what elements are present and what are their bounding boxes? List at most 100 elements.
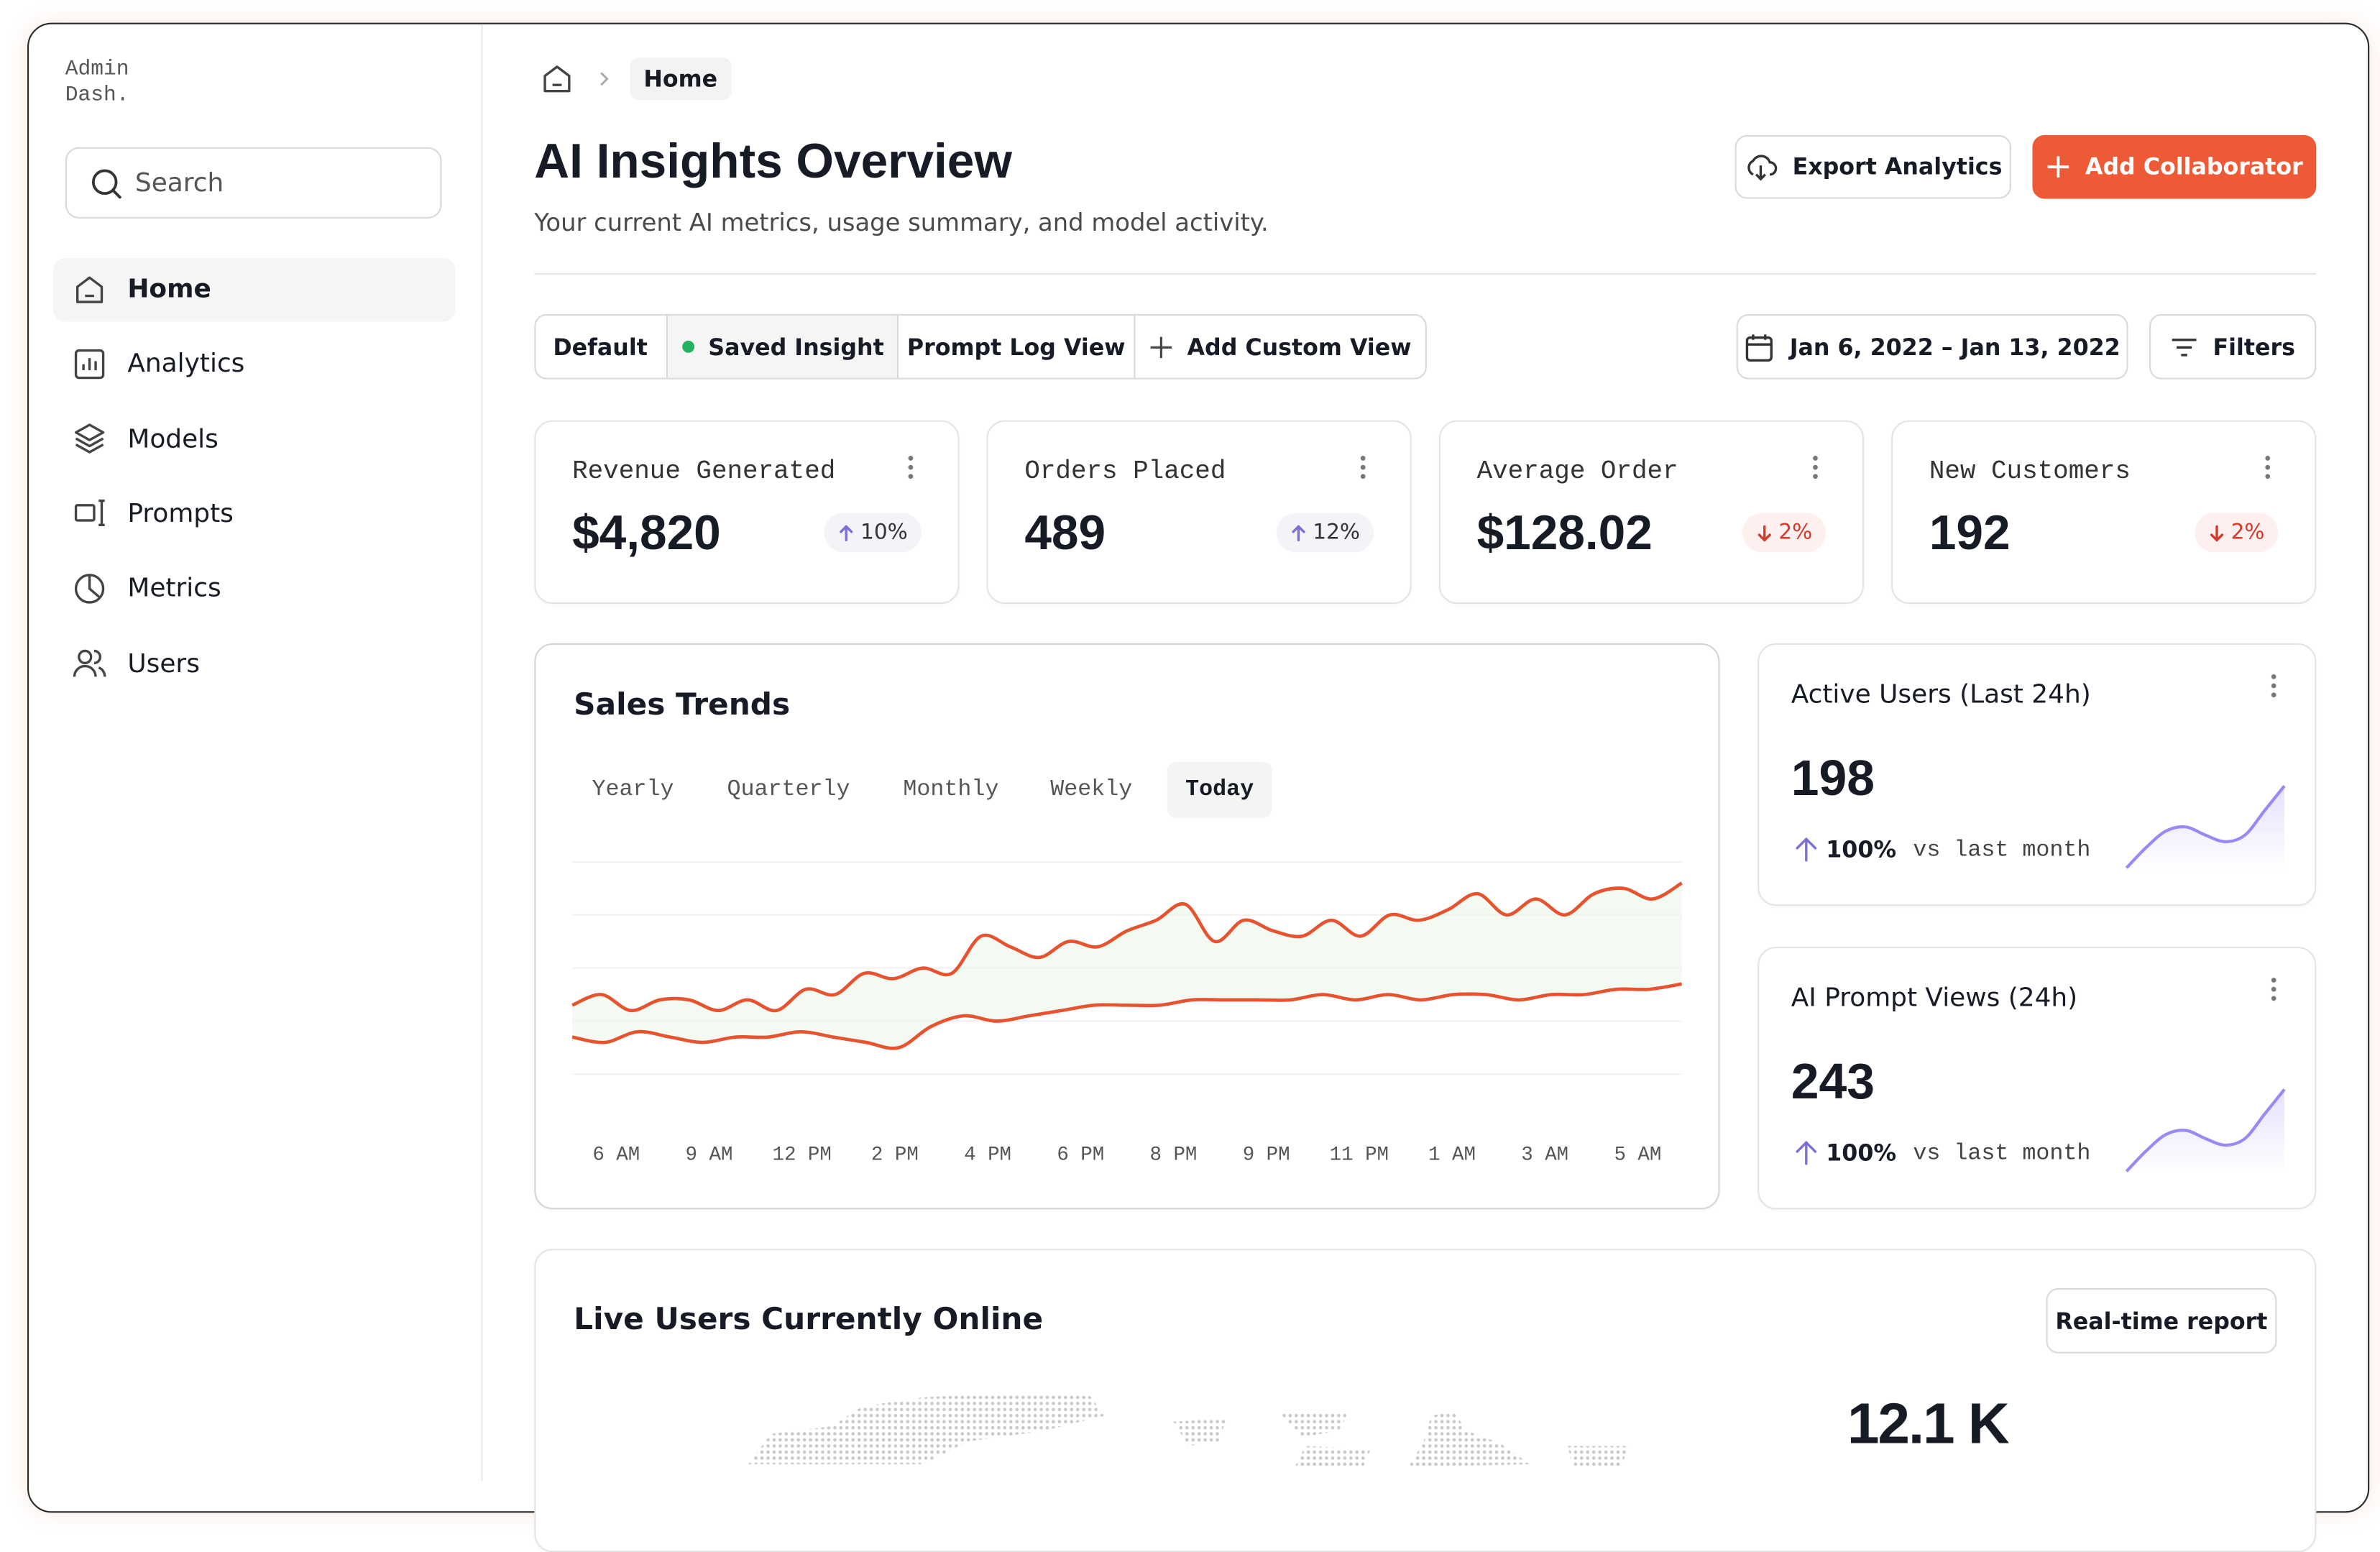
date-range-button[interactable]: Jan 6, 2022 – Jan 13, 2022 xyxy=(1736,313,2128,380)
trend-arrow xyxy=(839,524,853,541)
x-tick-label: 12 PM xyxy=(773,1144,832,1166)
menu-dot xyxy=(908,464,914,470)
stat-label: New Customers xyxy=(1929,458,2131,487)
filters-button[interactable]: Filters xyxy=(2149,313,2317,380)
more-menu xyxy=(2265,456,2271,479)
button-label: Add Collaborator xyxy=(2085,153,2303,181)
nav-icon xyxy=(74,423,105,454)
add-collaborator-button[interactable]: Add Collaborator xyxy=(2032,134,2317,199)
nav-item[interactable]: Analytics xyxy=(53,333,456,397)
sparkline-area xyxy=(2126,786,2284,871)
menu-dot xyxy=(1360,456,1366,461)
change-caption: vs last month xyxy=(1913,837,2091,863)
stat-card xyxy=(1891,420,2317,605)
trend-line xyxy=(571,982,1683,1050)
status-dot xyxy=(681,340,694,353)
x-tick-label: 6 AM xyxy=(592,1144,640,1166)
search-icon xyxy=(91,168,121,198)
menu-dot xyxy=(2271,683,2276,689)
card-title: Live Users Currently Online xyxy=(574,1300,1044,1337)
nav-item[interactable]: Users xyxy=(53,632,456,696)
sales-chart: 6 AM 9 AM 12 PM 2 PM 4 PM 6 PM 8 PM 9 PM 11 PM 1 … xyxy=(571,860,1683,1166)
menu-dot xyxy=(2271,996,2276,1001)
period-tab[interactable]: Today xyxy=(1167,761,1272,818)
brand-line: Admin xyxy=(65,58,129,82)
period-tab[interactable]: Quarterly xyxy=(727,776,850,803)
breadcrumb-current[interactable]: Home xyxy=(630,58,732,101)
stat-value: 192 xyxy=(1929,505,2011,560)
x-tick-label: 4 PM xyxy=(964,1144,1011,1166)
menu-dot xyxy=(1813,464,1818,470)
x-tick-label: 1 AM xyxy=(1428,1144,1476,1166)
menu-dot xyxy=(2265,464,2271,470)
brand-line: Dash. xyxy=(65,83,129,108)
menu-dot xyxy=(2271,978,2276,983)
nav-item[interactable]: Metrics xyxy=(53,557,456,621)
menu-dot xyxy=(2271,674,2276,679)
card-title: AI Prompt Views (24h) xyxy=(1791,983,2078,1014)
band-fill xyxy=(572,883,1682,1049)
menu-dot xyxy=(908,474,914,479)
date-range: Jan 6, 2022 – Jan 13, 2022 xyxy=(1789,333,2121,361)
sparkline xyxy=(2125,785,2286,871)
plus-icon xyxy=(2047,156,2069,178)
more-menu xyxy=(1813,456,1818,479)
tab-label: Prompt Log View xyxy=(906,333,1126,361)
change-value: 100% xyxy=(1826,1139,1897,1167)
search-box[interactable]: Search xyxy=(65,147,442,219)
more-menu xyxy=(2271,674,2276,698)
view-tab-active[interactable]: Saved Insight xyxy=(668,316,899,378)
menu-dot xyxy=(1813,474,1818,479)
menu-dot xyxy=(2271,986,2276,992)
change-value: 12% xyxy=(1313,520,1360,545)
page: Admin Dash. Search Home AI Insights Over… xyxy=(27,22,2370,1552)
nav-label: Home xyxy=(127,275,211,306)
change-value: 2% xyxy=(2230,520,2265,545)
trend-arrow xyxy=(1758,524,1771,541)
x-tick-label: 5 AM xyxy=(1614,1144,1661,1166)
card-title: Sales Trends xyxy=(574,686,791,722)
breadcrumb-chevron xyxy=(600,72,609,86)
x-tick-label: 6 PM xyxy=(1057,1144,1104,1166)
nav-item[interactable]: Models xyxy=(53,408,456,472)
view-tab[interactable]: Add Custom View xyxy=(1135,316,1425,378)
home-icon xyxy=(543,65,571,93)
stat-value: $128.02 xyxy=(1476,505,1653,560)
sparkline-area xyxy=(2126,1089,2284,1175)
nav-icon xyxy=(76,275,104,303)
realtime-report-button[interactable]: Real-time report xyxy=(2046,1287,2277,1354)
brand: Admin Dash. xyxy=(65,58,129,109)
nav-item[interactable]: Home xyxy=(52,257,456,322)
stat-card xyxy=(534,420,960,605)
more-menu xyxy=(1360,456,1366,479)
menu-dot xyxy=(2265,456,2271,461)
more-menu xyxy=(2271,978,2276,1001)
metric-change: 100% vs last month xyxy=(1794,836,2091,863)
period-tab[interactable]: Monthly xyxy=(903,776,999,803)
trend-arrow xyxy=(2210,524,2223,541)
tab-label: Add Custom View xyxy=(1187,333,1412,361)
header-divider xyxy=(534,272,2317,275)
menu-dot xyxy=(1360,474,1366,479)
view-tab[interactable]: Prompt Log View xyxy=(899,316,1136,378)
stat-card xyxy=(1438,420,1865,605)
period-tab[interactable]: Yearly xyxy=(592,776,674,803)
nav-item[interactable]: Prompts xyxy=(53,482,456,546)
x-tick-label: 3 AM xyxy=(1521,1144,1568,1166)
more-menu xyxy=(908,456,914,479)
x-tick-label: 11 PM xyxy=(1330,1144,1389,1166)
view-tab[interactable]: Default xyxy=(534,316,668,378)
period-tab[interactable]: Weekly xyxy=(1050,776,1133,803)
change-badge: 2% xyxy=(2194,513,2279,553)
metric-value: 198 xyxy=(1791,749,1875,806)
nav-icon xyxy=(74,349,105,379)
menu-dot xyxy=(2271,692,2276,698)
stat-value: $4,820 xyxy=(572,505,721,560)
tab-label: Saved Insight xyxy=(708,333,884,361)
menu-dot xyxy=(1360,464,1366,470)
stat-label: Average Order xyxy=(1476,458,1678,487)
trend-arrow xyxy=(1292,524,1305,541)
export-button[interactable]: Export Analytics xyxy=(1735,134,2011,199)
trend-arrow xyxy=(1796,837,1817,862)
trend-arrow xyxy=(1796,1141,1817,1165)
